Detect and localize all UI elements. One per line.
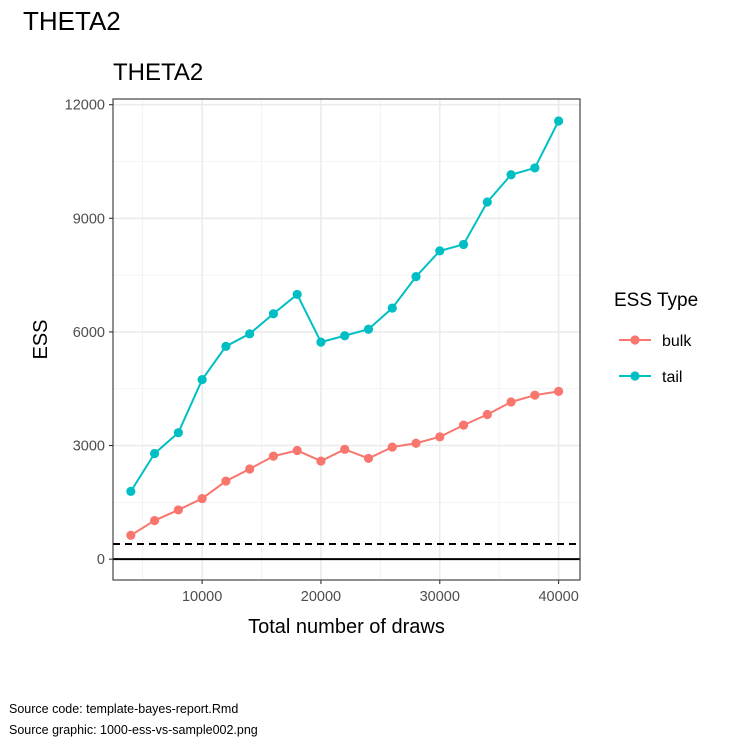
- data-point-bulk: [387, 442, 397, 452]
- data-point-bulk: [292, 445, 302, 456]
- legend: ESS Type bulk tail: [614, 290, 698, 386]
- data-point-bulk: [411, 438, 421, 448]
- data-point-bulk: [435, 432, 445, 442]
- data-point-bulk: [268, 451, 279, 461]
- data-point-bulk: [316, 456, 326, 466]
- series-group: [126, 116, 564, 540]
- data-point-tail: [482, 197, 492, 207]
- data-point-bulk: [458, 420, 469, 430]
- data-point-tail: [435, 246, 445, 256]
- legend-label: bulk: [662, 333, 692, 350]
- data-point-bulk: [506, 397, 516, 407]
- x-tick-label: 30000: [420, 589, 460, 605]
- data-point-tail: [126, 486, 136, 496]
- data-point-tail: [530, 163, 540, 173]
- data-point-tail: [268, 309, 279, 319]
- data-point-tail: [458, 239, 469, 250]
- data-point-tail: [292, 289, 302, 300]
- legend-item-tail: tail: [619, 369, 682, 386]
- x-axis: 10000 20000 30000 40000: [182, 580, 579, 605]
- source-graphic-note: Source graphic: 1000-ess-vs-sample002.pn…: [9, 723, 258, 737]
- legend-key-point: [630, 335, 640, 345]
- data-point-bulk: [149, 515, 160, 526]
- data-point-tail: [149, 448, 160, 459]
- y-tick-label: 0: [97, 552, 105, 568]
- data-point-bulk: [126, 530, 136, 540]
- data-point-bulk: [221, 476, 231, 486]
- data-point-bulk: [197, 493, 207, 504]
- x-axis-title: Total number of draws: [248, 616, 445, 638]
- y-tick-label: 3000: [73, 439, 105, 455]
- data-point-tail: [245, 329, 255, 339]
- y-tick-label: 6000: [73, 325, 105, 341]
- data-point-bulk: [340, 444, 350, 454]
- chart-title: THETA2: [113, 59, 203, 86]
- y-tick-label: 12000: [65, 98, 105, 114]
- legend-key-point: [630, 371, 640, 381]
- data-point-bulk: [245, 464, 255, 474]
- data-point-tail: [197, 375, 207, 385]
- x-tick-label: 40000: [538, 589, 578, 605]
- x-tick-label: 20000: [301, 589, 341, 605]
- data-point-tail: [363, 324, 374, 334]
- y-tick-label: 9000: [73, 211, 105, 227]
- legend-item-bulk: bulk: [619, 333, 692, 350]
- data-point-tail: [506, 170, 516, 180]
- data-point-tail: [554, 116, 564, 126]
- page-title: THETA2: [23, 6, 121, 36]
- panel-border: [112, 98, 581, 581]
- data-point-bulk: [482, 409, 492, 420]
- series-line-bulk: [130, 390, 559, 537]
- data-point-tail: [411, 272, 421, 282]
- data-point-bulk: [363, 453, 374, 464]
- source-code-note: Source code: template-bayes-report.Rmd: [9, 702, 239, 716]
- data-point-bulk: [173, 505, 183, 515]
- y-axis: 0 3000 6000 9000 12000: [65, 98, 113, 568]
- series-line-tail: [129, 120, 560, 492]
- data-point-bulk: [530, 390, 540, 400]
- y-axis-title: ESS: [30, 319, 52, 359]
- legend-label: tail: [662, 369, 682, 386]
- x-tick-label: 10000: [182, 589, 222, 605]
- data-point-tail: [221, 341, 231, 351]
- ess-chart: THETA2 10000 20000 30000 40000 0 3000 6000 900…: [30, 59, 698, 638]
- data-point-tail: [316, 337, 326, 347]
- data-point-bulk: [554, 386, 564, 396]
- legend-title: ESS Type: [614, 290, 698, 311]
- reference-lines: [113, 543, 580, 561]
- data-point-tail: [173, 428, 183, 438]
- data-point-tail: [340, 331, 350, 341]
- data-point-tail: [387, 303, 397, 313]
